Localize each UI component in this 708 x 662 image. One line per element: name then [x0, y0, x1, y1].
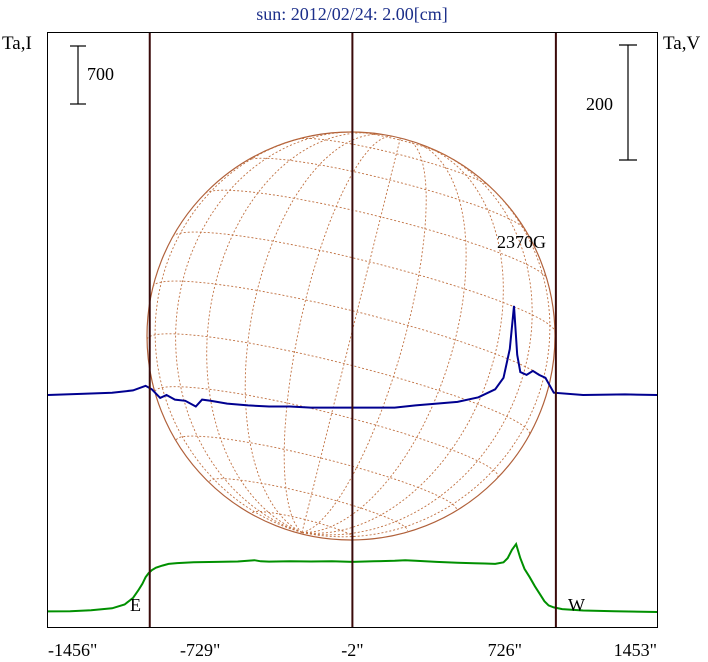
x-tick-label: -729" — [180, 640, 220, 660]
solar-disk — [146, 131, 556, 541]
east-label: E — [130, 595, 141, 615]
longitude-line — [301, 152, 533, 536]
latitude-line — [154, 386, 499, 478]
x-tick-label: -1456" — [48, 640, 97, 660]
longitude-line — [206, 132, 376, 533]
longitude-line — [283, 135, 394, 533]
latitude-line — [247, 157, 526, 230]
x-tick-label: 1453" — [614, 640, 657, 660]
latitude-line — [209, 478, 409, 531]
series-I-line — [47, 541, 658, 613]
left-axis-label: Ta,I — [2, 33, 32, 54]
west-label: W — [568, 595, 585, 615]
disk-limb — [146, 131, 556, 541]
latitude-line — [172, 231, 556, 333]
latitude-line — [353, 131, 445, 156]
latitude-line — [298, 137, 491, 188]
longitude-line — [244, 133, 384, 533]
chart-title: sun: 2012/02/24: 2.00[cm] — [256, 4, 448, 24]
latitude-line — [205, 189, 547, 279]
scale-bar-left — [70, 45, 86, 105]
x-tick-label: -2" — [341, 640, 363, 660]
x-tick-label: 726" — [488, 640, 522, 660]
longitude-line — [154, 135, 312, 533]
longitude-line — [301, 139, 427, 533]
longitude-line — [175, 131, 358, 533]
scale-bar-left-label: 700 — [87, 64, 114, 84]
scale-bar-right-label: 200 — [586, 94, 613, 114]
latitude-line — [175, 435, 457, 510]
region-annotation: 2370G — [497, 232, 546, 252]
latitude-line — [146, 333, 531, 435]
longitude-line — [301, 138, 401, 533]
longitude-line — [301, 177, 551, 538]
series-V-line — [47, 305, 658, 409]
longitude-line — [302, 142, 467, 533]
right-axis-label: Ta,V — [663, 33, 700, 54]
longitude-grid — [154, 131, 551, 538]
latitude-grid — [146, 131, 556, 539]
longitude-line — [301, 145, 504, 534]
scale-bar-right — [619, 44, 637, 161]
plot-frame — [47, 32, 658, 628]
